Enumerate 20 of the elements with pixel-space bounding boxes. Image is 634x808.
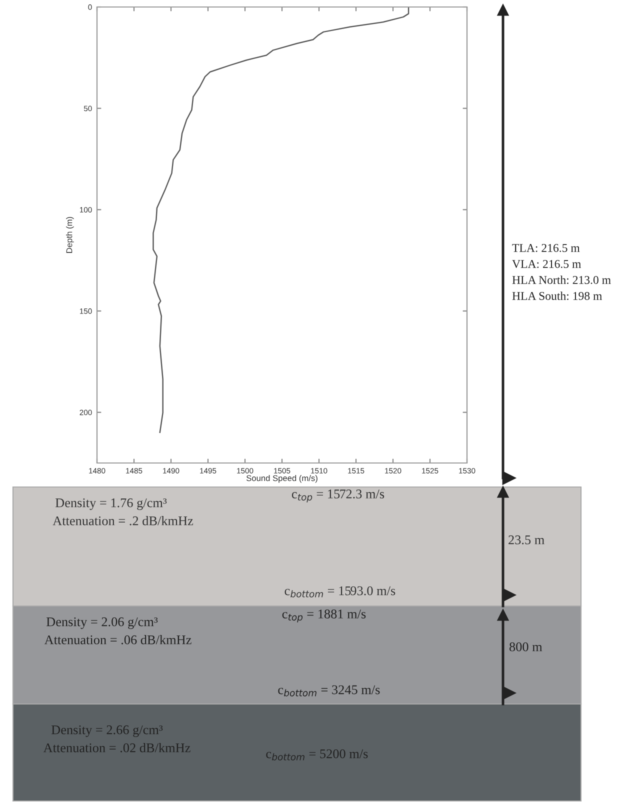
text: c$_{bottom}$ = 1593.0 m/s <box>284 586 396 598</box>
text: 23.5 m <box>508 535 544 544</box>
text: c$_{bottom}$ = 5200 m/s <box>266 749 368 760</box>
text: Attenuation = .02 dB/kmHz <box>43 743 190 752</box>
text: 800 m <box>510 642 542 652</box>
text: Density = 2.66 g/cm³ <box>51 725 163 737</box>
text: Density = 2.06 g/cm³ <box>46 617 158 629</box>
text: c$_{top}$ = 1572.3 m/s <box>292 490 384 502</box>
text: VLA: 216.5 m <box>512 260 582 268</box>
text: Attenuation = .2 dB/kmHz <box>52 516 194 526</box>
x-axis-title: Sound Speed (m/s) <box>246 474 318 483</box>
text: TLA: 216.5 m <box>512 244 580 252</box>
text: Density = 1.76 g/cm³ <box>55 498 167 510</box>
line-series <box>152 7 410 434</box>
text: HLA South: 198 m <box>512 292 602 300</box>
y-axis-title: Depth (m) <box>66 216 74 253</box>
text: HLA North: 213.0 m <box>512 276 611 284</box>
text: c$_{top}$ = 1881 m/s <box>282 610 366 622</box>
text: Attenuation = .06 dB/kmHz <box>44 635 192 644</box>
text: c$_{bottom}$ = 3245 m/s <box>278 685 380 696</box>
